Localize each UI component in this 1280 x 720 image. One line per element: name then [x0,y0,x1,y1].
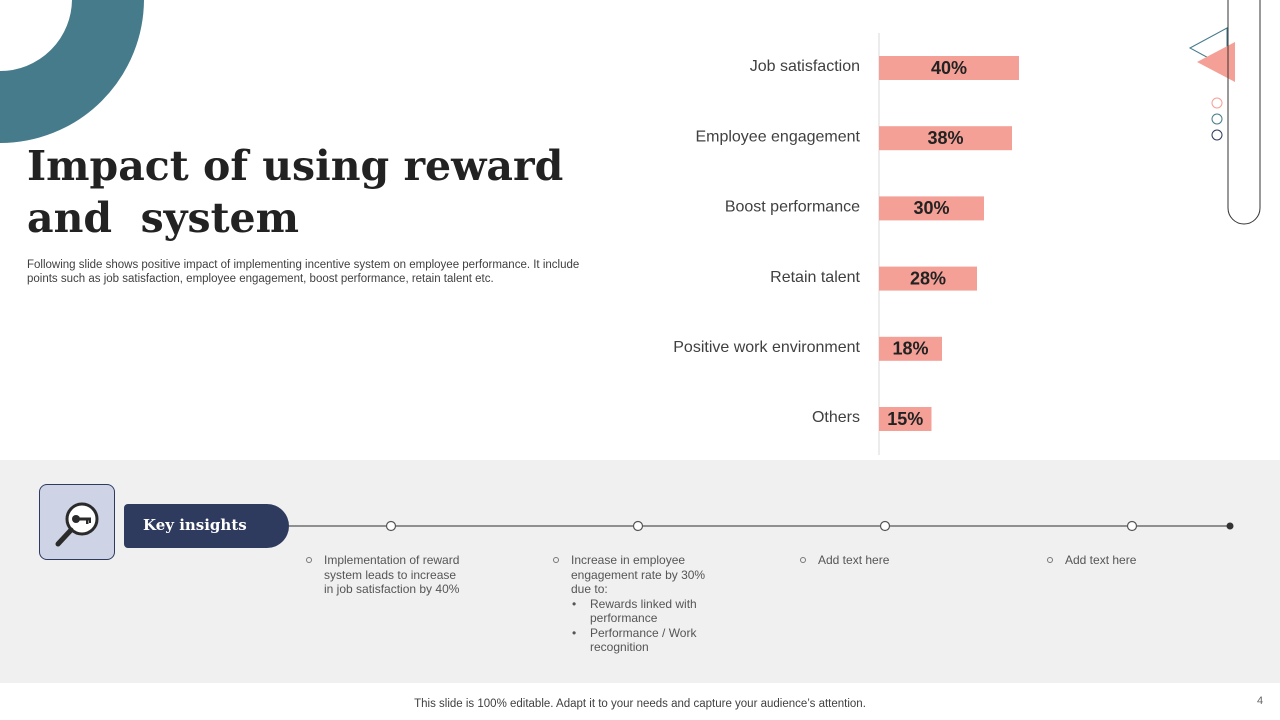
key-insights-icon-box [39,484,115,560]
bar-3 [879,196,984,221]
salmon-triangle-decoration [1197,42,1235,82]
bar-1 [879,56,1019,80]
category-label-6: Others [812,409,860,426]
impact-bar-chart: Job satisfaction 40% Employee engagement 38… [673,33,1019,455]
page-subtitle: Following slide shows positive impact of… [27,258,617,286]
title-line-1: Impact of using reward [27,142,564,190]
value-label-4: 28% [910,268,946,288]
category-label-4: Retain talent [770,269,860,286]
category-label-3: Boost performance [725,199,860,216]
key-insights-label: Key insights [143,516,247,534]
insight-2-text: Increase in employee engagement rate by … [553,553,713,597]
insight-item-4: Add text here [1047,553,1207,568]
insight-1-text: Implementation of reward system leads to… [306,553,466,597]
title-line-2: and system [27,194,299,242]
dot-decoration-2 [1211,113,1223,125]
key-insights-label-pill: Key insights [124,504,289,548]
insight-2-bullets: Rewards linked with performance Performa… [553,597,713,655]
page-title: Impact of using reward and system [27,140,627,244]
insights-timeline [289,520,1234,532]
category-label-5: Positive work environment [673,339,860,356]
bar-2 [879,126,1012,151]
category-label-2: Employee engagement [695,128,860,145]
subtitle-line-2: points such as job satisfaction, employe… [27,273,494,285]
insight-4-text: Add text here [1047,553,1207,568]
timeline-node-4 [1126,520,1138,532]
teal-arc-decoration [0,0,144,143]
value-label-2: 38% [927,128,963,148]
insight-item-2: Increase in employee engagement rate by … [553,553,713,655]
page-number: 4 [1257,695,1264,707]
category-label-1: Job satisfaction [750,58,860,75]
capsule-outline-decoration [1227,0,1261,225]
insight-2-bullet-1: Rewards linked with performance [572,597,713,626]
bar-6 [879,407,932,431]
bar-4 [879,266,977,291]
value-label-5: 18% [892,339,928,359]
insight-item-3: Add text here [800,553,960,568]
footer-note: This slide is 100% editable. Adapt it to… [414,698,866,710]
dot-decoration-1 [1211,97,1223,109]
value-label-3: 30% [913,198,949,218]
timeline-node-3 [879,520,891,532]
value-label-6: 15% [887,409,923,429]
value-label-1: 40% [931,58,967,78]
timeline-node-1 [385,520,397,532]
insight-item-1: Implementation of reward system leads to… [306,553,466,597]
timeline-node-2 [632,520,644,532]
dot-decoration-3 [1211,129,1223,141]
side-decoration [1188,0,1261,225]
bar-5 [879,336,942,361]
magnifier-key-icon [55,502,99,547]
subtitle-line-1: Following slide shows positive impact of… [27,259,580,271]
timeline-end-dot [1226,522,1234,530]
insight-3-text: Add text here [800,553,960,568]
insight-2-bullet-2: Performance / Work recognition [572,626,713,655]
